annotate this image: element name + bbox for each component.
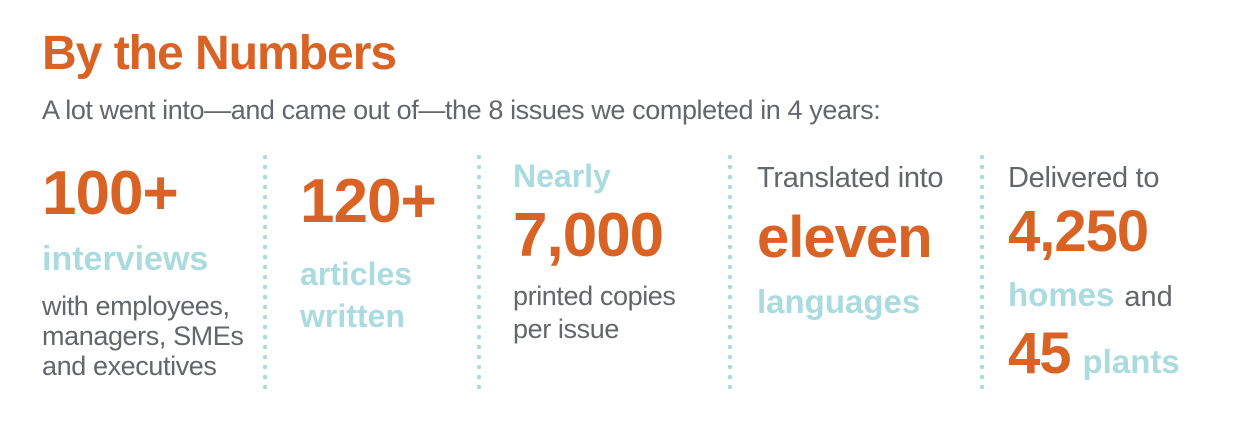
stat-desc-printed-copies: printed copies per issue: [513, 280, 728, 346]
dotted-divider: [728, 155, 732, 393]
stat-value-articles: 120+: [300, 167, 437, 236]
stat-value-interviews: 100+: [42, 159, 179, 228]
stat-label-line: articles: [300, 256, 413, 292]
stat-qualifier-languages: Translated into: [757, 162, 944, 194]
page-title: By the Numbers: [42, 27, 397, 80]
stat-desc-line: managers, SMEs: [42, 321, 244, 351]
by-the-numbers-infographic: By the Numbers A lot went into—and came …: [42, 27, 1250, 393]
stat-label-interviews: interviews: [42, 240, 209, 278]
stat-value-plants: 45: [1008, 321, 1072, 386]
stat-label-languages: languages: [757, 283, 921, 320]
stat-value-printed-copies: 7,000: [513, 201, 664, 270]
stat-delivery: Delivered to 4,250 homes and 45 plants: [984, 153, 1250, 383]
stat-articles: 120+ articles written: [267, 153, 477, 337]
page-subtitle: A lot went into—and came out of—the 8 is…: [42, 95, 881, 125]
stat-desc-line: per issue: [513, 314, 619, 344]
stat-value-languages: eleven: [757, 205, 933, 270]
stat-printed-copies: Nearly 7,000 printed copies per issue: [481, 153, 728, 346]
stat-line-45-plants: 45 plants: [1008, 325, 1250, 383]
dotted-divider: [477, 155, 481, 393]
stat-desc-line: and executives: [42, 351, 217, 381]
stat-label-line: written: [300, 298, 405, 334]
stat-interviews: 100+ interviews with employees, managers…: [42, 153, 263, 382]
dotted-divider: [263, 155, 267, 393]
stat-desc-interviews: with employees, managers, SMEs and execu…: [42, 291, 263, 381]
stats-row: 100+ interviews with employees, managers…: [42, 153, 1250, 393]
dotted-divider: [980, 155, 984, 393]
stat-qualifier-delivery: Delivered to: [1008, 162, 1160, 194]
stat-label-articles: articles written: [300, 253, 477, 337]
stat-label-homes: homes: [1008, 276, 1115, 313]
stat-value-homes: 4,250: [1008, 199, 1149, 264]
stat-conjunction: and: [1124, 281, 1173, 313]
stat-line-homes-and: homes and: [1008, 278, 1250, 312]
stat-languages: Translated into eleven languages: [732, 153, 980, 320]
stat-label-plants: plants: [1082, 343, 1180, 380]
stat-desc-line: printed copies: [513, 281, 676, 311]
stat-desc-line: with employees,: [42, 291, 230, 321]
stat-qualifier-printed-copies: Nearly: [513, 158, 611, 194]
